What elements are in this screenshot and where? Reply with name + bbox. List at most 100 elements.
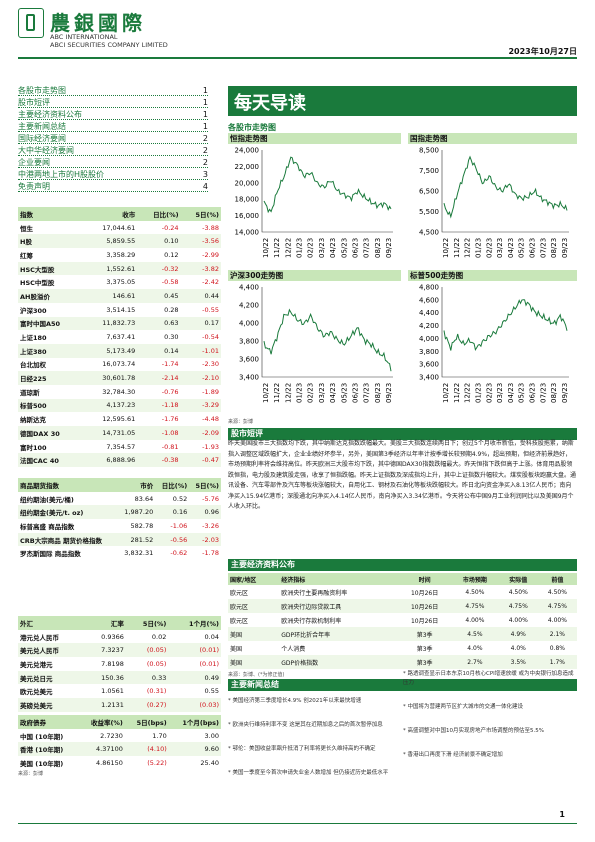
toc-page: 1 — [202, 98, 208, 107]
news-item[interactable]: * 美国一季度至今首次申请失业金人数增加 但仍接近历史最低水平 — [228, 770, 389, 776]
x-tick-label: 11/22 — [273, 383, 281, 403]
toc-label[interactable]: 大中华经济要闻 — [18, 146, 74, 155]
x-tick-label: 10/22 — [262, 238, 270, 258]
econ-cell: 欧元区 — [228, 599, 280, 613]
toc-label[interactable]: 主要新闻总结 — [18, 122, 66, 131]
column-header: 汇率 — [84, 616, 126, 630]
cell-value: 1.0561 — [101, 687, 124, 696]
news-item[interactable]: * 鄂伦：美国收益率飙升抵消了利率将更长久维持高的不确定 — [228, 746, 376, 752]
table-row: 标普高盛 商品指数 582.78 -1.06 -3.26 — [18, 519, 221, 533]
table-row: 中国 (10年期) 2.7230 1.70 3.00 — [18, 729, 221, 743]
header-divider — [18, 57, 577, 59]
news-item[interactable]: * 欧洲央行维持利率不变 这是其在近期加息之后的首次暂停加息 — [228, 722, 383, 728]
news-item[interactable]: * 香港出口再度下滑 经济前景不确定增加 — [403, 752, 503, 758]
x-tick-label: 03/23 — [318, 238, 326, 258]
toc-page: 2 — [202, 134, 208, 143]
econ-cell: 4.00% — [547, 616, 567, 624]
news-text[interactable]: 美国一季度至今首次申请失业金人数增加 但仍接近历史最低水平 — [232, 770, 389, 776]
cell-value: -0.32 — [137, 261, 181, 276]
charts-source: 来源：彭博 — [228, 419, 254, 425]
toc-label[interactable]: 各股市走势图 — [18, 86, 66, 95]
cell-value: 0.52 — [172, 494, 188, 503]
row-label: 欧元兑美元 — [20, 688, 53, 697]
index-table: 指数 收市 日比(%) 5日(%) 恒生 17,044.61 -0.24 -3.88 H股 5,8… — [18, 207, 221, 468]
econ-row: 欧元区 欧洲央行存款机制利率 10月26日 4.00% 4.00% 4.00% — [228, 613, 577, 627]
page-title: 每天导读 — [234, 93, 306, 114]
cell-value: 2.7230 — [100, 731, 123, 740]
news-text[interactable]: 中国将为营建两节区扩大城市的交通一体化建设 — [407, 704, 524, 710]
news-text[interactable]: 路透调查显示日本东京10月核心CPI增速放缓 或为中央银行加息造成压力 — [403, 671, 574, 686]
cell-value: 0.17 — [180, 316, 221, 331]
table-row: 道琼斯 32,784.30 -0.76 -1.89 — [18, 385, 221, 399]
table-row: 香港 (10年期) 4.37100 (4.10) 9.60 — [18, 742, 221, 757]
news-text[interactable]: 欧洲央行维持利率不变 这是其在近期加息之后的首次暂停加息 — [232, 722, 383, 728]
news-item[interactable]: * 中国将为营建两节区扩大城市的交通一体化建设 — [403, 704, 524, 710]
toc-item[interactable]: 免责声明 4 — [18, 181, 208, 192]
news-text[interactable]: 高盛调整对中国10月实现房地产市场调整的预估至5.5% — [407, 728, 544, 734]
toc-item[interactable]: 企业要闻 2 — [18, 157, 208, 168]
cell-value: -3.56 — [180, 234, 221, 249]
econ-cell: 4.50% — [465, 588, 485, 596]
cell-value: 4,137.23 — [82, 398, 138, 413]
econ-cell: 美国 — [230, 645, 243, 653]
cell-value: -1.18 — [137, 398, 181, 413]
chart-title: 沪深300走势图 — [228, 270, 401, 281]
x-tick-label: 04/23 — [329, 238, 337, 258]
cell-value: 4.37100 — [78, 742, 125, 757]
toc-label[interactable]: 免责声明 — [18, 182, 50, 191]
news-item[interactable]: * 高盛调整对中国10月实现房地产市场调整的预估至5.5% — [403, 728, 544, 734]
toc-label[interactable]: 企业要闻 — [18, 158, 50, 167]
cell-value: -0.58 — [161, 278, 179, 287]
table-row: 纽约期油(美元/桶) 83.64 0.52 -5.76 — [18, 492, 221, 506]
y-tick-label: 4,400 — [419, 309, 439, 317]
cell-value: 0.55 — [204, 687, 219, 696]
chart-panel: 标普500走势图 4,800 4,600 4,400 4,200 4,000 3,800 3,… — [408, 270, 577, 415]
econ-cell: GDP环比折合年率 — [279, 627, 399, 641]
toc-label[interactable]: 中港两地上市的H股股价 — [18, 170, 105, 179]
row-label: 美元兑日元 — [18, 670, 85, 685]
table-row: AH股溢价 146.61 0.45 0.44 — [18, 289, 221, 303]
toc-item[interactable]: 各股市走势图 1 — [18, 85, 208, 96]
toc-item[interactable]: 中港两地上市的H股股价 3 — [18, 169, 208, 180]
toc-item[interactable]: 大中华经济要闻 2 — [18, 145, 208, 156]
cell-value: -0.24 — [161, 223, 179, 232]
company-name-cn: 農銀國際 — [50, 11, 146, 35]
cell-value: (0.31) — [146, 687, 167, 696]
cell-value: -2.99 — [202, 250, 219, 259]
x-tick-label: 02/23 — [307, 238, 315, 258]
econ-cell: 4.9% — [498, 627, 538, 641]
row-label: 德国DAX 30 — [18, 426, 83, 440]
table-row: 欧元兑美元 1.0561 (0.31) 0.55 — [18, 684, 221, 698]
cell-value: -2.30 — [202, 360, 219, 369]
table-row: 恒生 17,044.61 -0.24 -3.88 — [18, 221, 221, 235]
x-tick-label: 06/23 — [529, 383, 537, 403]
toc-item[interactable]: 主要新闻总结 1 — [18, 121, 208, 132]
toc-item[interactable]: 主要经济资料公布 1 — [18, 109, 208, 120]
toc-item[interactable]: 股市短评 1 — [18, 97, 208, 108]
cell-value: 582.78 — [130, 521, 154, 530]
table-row: 富时中国A50 11,832.73 0.63 0.17 — [18, 316, 221, 331]
toc-label[interactable]: 国际经济要闻 — [18, 134, 66, 143]
toc-label[interactable]: 主要经济资料公布 — [18, 110, 82, 119]
news-text[interactable]: 美国经济第三季度增长4.9% 创2021年以来最快增速 — [232, 698, 362, 704]
cell-value: -0.76 — [161, 387, 179, 396]
econ-column-header: 经济指标 — [279, 573, 399, 585]
news-item[interactable]: * 路透调查显示日本东京10月核心CPI增速放缓 或为中央银行加息造成压力 — [403, 671, 574, 686]
cell-value: 1,987.20 — [117, 505, 156, 520]
news-text[interactable]: 香港出口再度下滑 经济前景不确定增加 — [407, 752, 503, 758]
news-text[interactable]: 鄂伦：美国收益率飙升抵消了利率将更长久维持高的不确定 — [232, 746, 376, 752]
cell-value: -2.14 — [137, 371, 181, 385]
column-header: 收市 — [82, 207, 138, 221]
column-header: 政府债券 — [18, 715, 79, 729]
news-item[interactable]: * 美国经济第三季度增长4.9% 创2021年以来最快增速 — [228, 698, 362, 704]
table-row: 罗杰斯国际 商品指数 3,832.31 -0.62 -1.78 — [18, 546, 221, 560]
row-label: 美元兑人民币 — [18, 643, 85, 658]
cell-value: 0.28 — [164, 305, 179, 314]
toc-label[interactable]: 股市短评 — [18, 98, 50, 107]
cell-value: (0.03) — [168, 698, 221, 712]
cell-value: (0.27) — [125, 698, 169, 712]
table-row: 美元兑人民币 7.3237 (0.05) (0.01) — [18, 643, 221, 658]
x-tick-label: 01/23 — [296, 383, 304, 403]
toc-item[interactable]: 国际经济要闻 2 — [18, 133, 208, 144]
